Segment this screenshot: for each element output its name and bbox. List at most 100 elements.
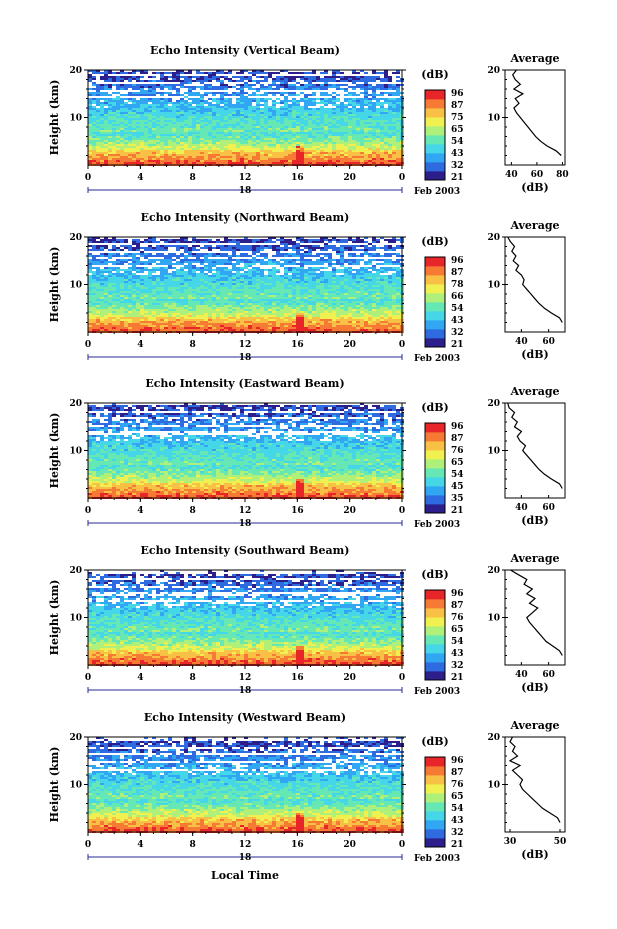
heatmap-cell (184, 265, 192, 267)
heatmap-cell (156, 154, 160, 156)
heatmap-cell (360, 104, 368, 106)
heatmap-cell (316, 120, 320, 122)
heatmap-cell (292, 142, 296, 144)
heatmap-cell (296, 309, 300, 311)
heatmap-cell (336, 275, 340, 277)
heatmap-cell (136, 295, 144, 297)
heatmap-cell (164, 267, 168, 269)
heatmap-cell (300, 409, 304, 411)
heatmap-cell (356, 419, 368, 421)
heatmap-cell (332, 146, 336, 148)
heatmap-cell (92, 237, 100, 239)
heatmap-cell (244, 455, 248, 457)
heatmap-cell (228, 241, 240, 243)
heatmap-cell (280, 243, 288, 245)
heatmap-cell (120, 453, 124, 455)
heatmap-cell (180, 98, 184, 100)
heatmap-cell (88, 317, 96, 319)
heatmap-cell (108, 249, 112, 251)
heatmap-cell (248, 415, 260, 417)
heatmap-cell (260, 419, 268, 421)
heatmap-cell (348, 116, 368, 118)
heatmap-cell (288, 146, 292, 148)
heatmap-cell (140, 445, 144, 447)
heatmap-cell (352, 287, 360, 289)
heatmap-cell (260, 122, 264, 124)
heatmap-cell (256, 271, 260, 273)
heatmap-cell (256, 249, 260, 251)
heatmap-cell (332, 263, 336, 265)
heatmap-cell (364, 459, 368, 461)
heatmap-cell (120, 148, 124, 150)
heatmap-cell (172, 439, 176, 441)
heatmap-cell (344, 271, 352, 273)
heatmap-cell (100, 110, 104, 112)
heatmap-cell (196, 104, 204, 106)
heatmap-cell (148, 463, 152, 465)
heatmap-cell (360, 285, 364, 287)
heatmap-cell (228, 116, 240, 118)
heatmap-cell (396, 293, 400, 295)
heatmap-cell (240, 429, 244, 431)
heatmap-cell (280, 275, 284, 277)
colorbar-tick-label: 96 (451, 89, 464, 99)
heatmap-cell (244, 162, 248, 164)
heatmap-cell (264, 275, 268, 277)
heatmap-cell (88, 301, 92, 303)
heatmap-cell (196, 325, 204, 327)
heatmap-cell (340, 447, 348, 449)
heatmap-cell (296, 259, 300, 261)
heatmap-cell (240, 96, 248, 98)
heatmap-cell (332, 150, 344, 152)
heatmap-cell (176, 118, 188, 120)
heatmap-cell (168, 309, 176, 311)
heatmap-cell (380, 409, 384, 411)
heatmap-cell (380, 285, 384, 287)
heatmap-cell (360, 162, 364, 164)
heatmap-cell (100, 126, 128, 128)
heatmap-cell (236, 273, 252, 275)
heatmap-cell (296, 132, 312, 134)
heatmap-cell (156, 325, 160, 327)
heatmap-cell (136, 415, 148, 417)
heatmap-cell (248, 461, 252, 463)
heatmap-cell (276, 441, 288, 443)
heatmap-cell (132, 156, 136, 158)
heatmap-cell (344, 441, 348, 443)
heatmap-cell (300, 299, 308, 301)
heatmap-cell (264, 126, 268, 128)
heatmap-cell (308, 413, 312, 415)
heatmap-cell (144, 132, 148, 134)
heatmap-cell (148, 319, 156, 321)
heatmap-cell (188, 132, 200, 134)
heatmap-cell (212, 140, 220, 142)
heatmap-cell (88, 325, 92, 327)
heatmap-cell (204, 465, 208, 467)
heatmap-cell (316, 309, 344, 311)
heatmap-cell (304, 437, 308, 439)
heatmap-cell (116, 241, 120, 243)
heatmap-cell (188, 461, 196, 463)
heatmap-cell (300, 453, 312, 455)
heatmap-cell (260, 435, 272, 437)
heatmap-cell (104, 102, 108, 104)
heatmap-cell (364, 453, 368, 455)
heatmap-cell (108, 158, 112, 160)
heatmap-cell (144, 114, 152, 116)
heatmap-cell (344, 156, 348, 158)
heatmap-cell (204, 285, 212, 287)
heatmap-cell (160, 126, 164, 128)
heatmap-cell (256, 82, 260, 84)
heatmap-cell (132, 433, 136, 435)
heatmap-cell (364, 152, 372, 154)
heatmap-cell (288, 277, 292, 279)
heatmap-cell (184, 257, 188, 259)
heatmap-cell (232, 283, 236, 285)
heatmap-cell (320, 421, 324, 423)
heatmap-cell (240, 457, 252, 459)
heatmap-cell (132, 463, 148, 465)
heatmap-cell (268, 239, 272, 241)
heatmap-cell (168, 241, 176, 243)
heatmap-cell (264, 403, 268, 405)
heatmap-cell (216, 241, 220, 243)
